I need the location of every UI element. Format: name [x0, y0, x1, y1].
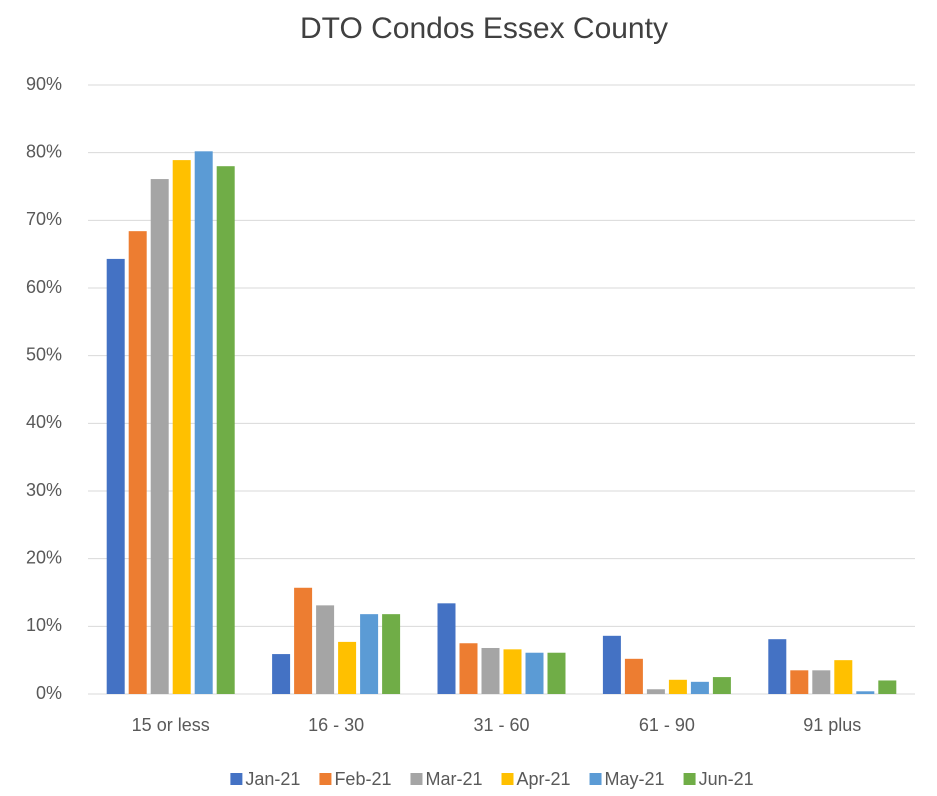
bar [150, 179, 169, 695]
x-tick-label: 61 - 90 [639, 715, 695, 735]
legend-label: Jan-21 [245, 769, 300, 789]
x-tick-label: 91 plus [803, 715, 861, 735]
legend-label: May-21 [605, 769, 665, 789]
bar [878, 680, 897, 694]
y-tick-label: 90% [26, 74, 62, 94]
bar [503, 649, 522, 694]
bar [834, 660, 853, 694]
bar [602, 635, 621, 694]
bar [856, 691, 875, 694]
legend-label: Feb-21 [334, 769, 391, 789]
legend-label: Mar-21 [425, 769, 482, 789]
bar [316, 605, 335, 694]
bar [106, 258, 125, 694]
bar [768, 639, 787, 694]
x-tick-label: 15 or less [132, 715, 210, 735]
bar [790, 670, 809, 694]
bar [437, 603, 456, 694]
bar [459, 643, 478, 694]
y-tick-label: 30% [26, 480, 62, 500]
bar [128, 231, 147, 694]
legend-label: Jun-21 [699, 769, 754, 789]
y-tick-label: 80% [26, 141, 62, 161]
bar [646, 689, 665, 694]
legend-label: Apr-21 [517, 769, 571, 789]
bar [216, 166, 235, 694]
bar [712, 677, 731, 694]
bar [360, 614, 379, 694]
bar [172, 160, 191, 695]
bar [547, 652, 566, 694]
legend-swatch [501, 773, 514, 785]
bar [624, 658, 643, 694]
y-tick-label: 10% [26, 615, 62, 635]
legend-swatch [319, 773, 332, 785]
bar [481, 647, 500, 694]
bar [525, 652, 544, 694]
bar [272, 654, 291, 694]
y-tick-label: 60% [26, 277, 62, 297]
bar [382, 614, 401, 694]
y-tick-label: 70% [26, 209, 62, 229]
legend-swatch [589, 773, 602, 785]
bar [812, 670, 831, 694]
y-tick-label: 0% [36, 683, 62, 703]
x-tick-label: 16 - 30 [308, 715, 364, 735]
legend-swatch [230, 773, 243, 785]
y-tick-label: 40% [26, 412, 62, 432]
x-tick-label: 31 - 60 [473, 715, 529, 735]
legend-swatch [683, 773, 696, 785]
bar [690, 681, 709, 694]
y-tick-label: 50% [26, 344, 62, 364]
bar [294, 587, 313, 694]
y-tick-label: 20% [26, 547, 62, 567]
bar [668, 679, 687, 694]
bar [338, 641, 357, 694]
legend-swatch [410, 773, 423, 785]
bar [194, 151, 213, 694]
chart-title: DTO Condos Essex County [300, 12, 668, 45]
